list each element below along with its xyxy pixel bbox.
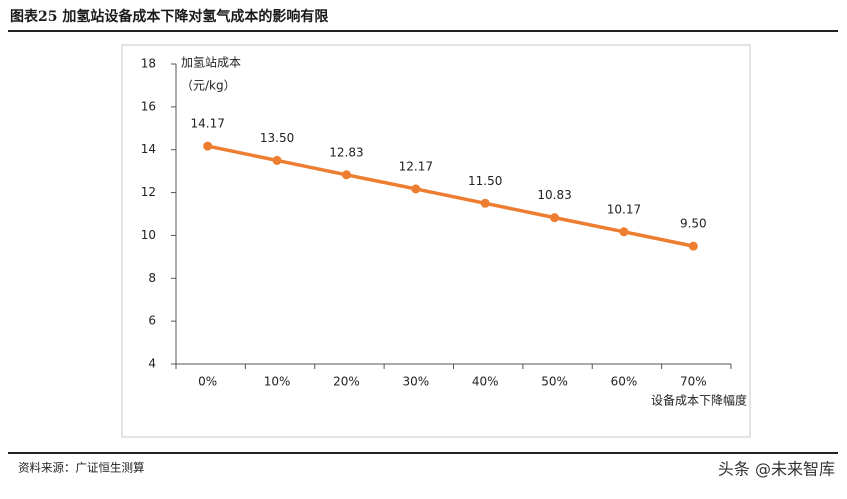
x-tick-label: 10% — [264, 375, 291, 389]
data-label: 10.17 — [607, 202, 641, 216]
x-tick-label: 70% — [680, 375, 707, 389]
series-line — [207, 144, 694, 248]
data-label: 11.50 — [468, 174, 502, 188]
y-tick-label: 4 — [148, 357, 156, 371]
x-tick-label: 30% — [402, 375, 429, 389]
source-note: 资料来源：广证恒生测算 — [18, 461, 145, 475]
data-label: 9.50 — [680, 217, 707, 231]
point — [272, 155, 282, 165]
data-label: 12.83 — [329, 145, 363, 159]
data-label: 12.17 — [399, 159, 433, 173]
point — [550, 213, 560, 223]
point — [688, 241, 698, 251]
data-label: 13.50 — [260, 131, 294, 145]
x-tick-label: 60% — [611, 375, 638, 389]
point — [411, 184, 421, 194]
point — [619, 227, 629, 237]
y-tick-label: 8 — [148, 271, 156, 285]
point — [203, 141, 213, 151]
y-tick-label: 10 — [141, 228, 156, 242]
chart-title: 图表25 加氢站设备成本下降对氢气成本的影响有限 — [10, 8, 328, 25]
x-tick-label: 20% — [333, 375, 360, 389]
point — [480, 198, 490, 208]
y-tick-label: 14 — [141, 142, 156, 156]
x-tick-label: 50% — [541, 375, 568, 389]
y-tick-label: 18 — [141, 57, 156, 71]
data-label: 10.83 — [537, 188, 571, 202]
x-tick-label: 40% — [472, 375, 499, 389]
y-tick-label: 12 — [141, 185, 156, 199]
y-tick-label: 6 — [148, 314, 156, 328]
data-label: 14.17 — [191, 117, 225, 131]
point — [341, 170, 351, 180]
y-axis-label: （元/kg） — [181, 79, 236, 93]
x-axis-label: 设备成本下降幅度 — [651, 393, 747, 408]
watermark: 头条 @未来智库 — [718, 460, 835, 479]
y-tick-label: 16 — [141, 99, 156, 113]
x-tick-label: 0% — [198, 375, 217, 389]
chart-frame — [121, 44, 751, 438]
y-axis-label: 加氢站成本 — [181, 55, 241, 70]
